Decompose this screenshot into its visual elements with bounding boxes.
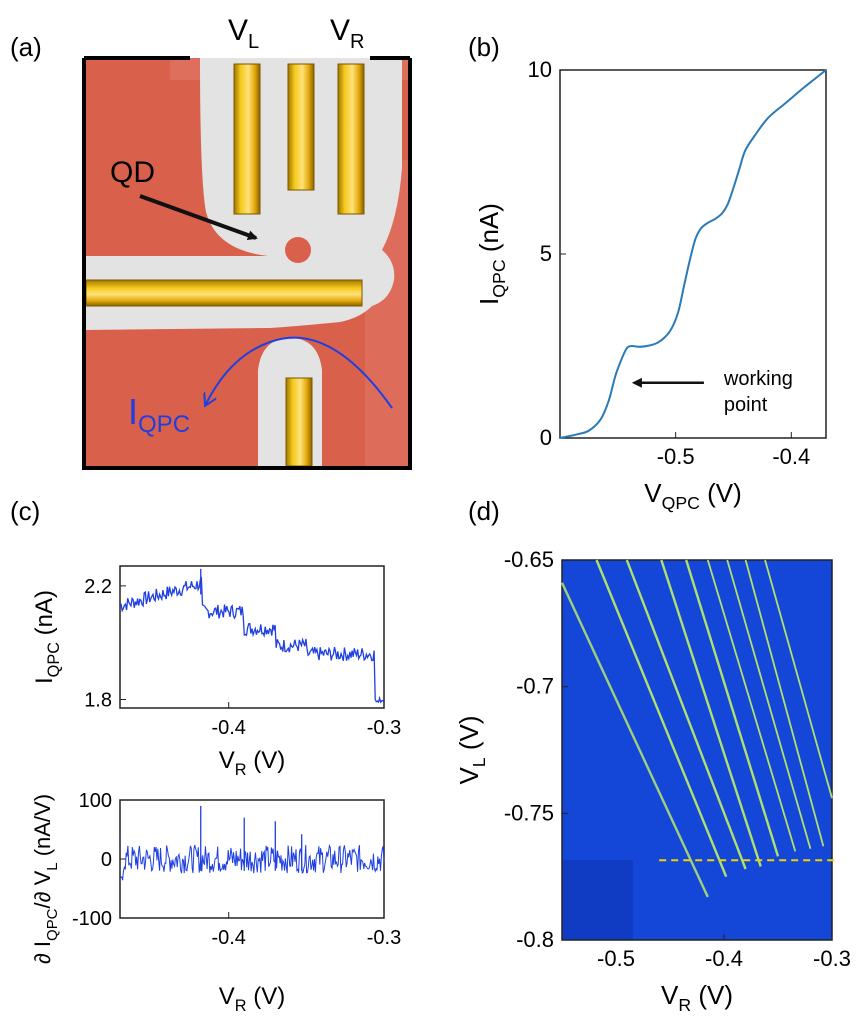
d-x-label-base: V <box>661 980 679 1010</box>
x-tick-label: -0.5 <box>597 946 635 971</box>
c-bottom-y-label: ∂ IQPC/∂ VL (nA/V) <box>30 794 61 964</box>
plot-frame <box>119 565 385 709</box>
y-tick-label: 10 <box>528 57 552 82</box>
c-top-x-label-base: V <box>219 747 235 774</box>
gate-plunger <box>287 63 315 191</box>
working-point-label-1: working <box>723 368 793 390</box>
heatmap-shadow <box>563 860 633 939</box>
charge-transition-line <box>685 559 780 857</box>
panel-d: (d) -0.5 -0.4 -0.3-0.65-0.7-0.75-0.8VR (V)… <box>454 496 851 1015</box>
c-top-y-label-sub: QPC <box>45 642 63 678</box>
y-tick-label: -0.65 <box>504 547 554 572</box>
c-bottom-x-label-sub: R <box>235 997 247 1015</box>
derivative-trace <box>119 843 385 881</box>
y-axis-label-base: I <box>474 298 504 305</box>
charge-transition-line <box>595 559 728 878</box>
c-bottom-y-label-sub2: L <box>44 862 61 870</box>
x-tick-label: -0.4 <box>211 717 245 739</box>
x-axis-label-unit: (V) <box>700 478 742 508</box>
chart-c-top: -0.4 -0.3 1.8 2.2 VR (V) IQPC (nA) <box>31 565 401 779</box>
y-tick-label: -0.7 <box>516 674 554 699</box>
d-y-label-sub: L <box>469 757 489 767</box>
c-bottom-x-label: VR (V) <box>219 983 285 1015</box>
panel-a-label: (a) <box>10 32 42 62</box>
charge-transition-line <box>726 559 812 850</box>
d-y-label-base: V <box>454 767 484 785</box>
charge-transition-line <box>625 559 747 870</box>
current-trace <box>119 576 385 704</box>
current-path-arrow <box>206 336 393 409</box>
gate-left <box>233 63 261 215</box>
c-bottom-x-label-base: V <box>219 983 235 1010</box>
x-tick-label: -0.4 <box>211 927 245 949</box>
y-axis-label-sub: QPC <box>489 259 509 298</box>
charge-transition-line <box>744 559 825 847</box>
gate-qpc <box>285 377 313 467</box>
c-bottom-y-label-unit: (nA/V) <box>30 794 55 862</box>
gate-horizontal <box>85 279 363 307</box>
x-tick-label: -0.4 <box>705 946 743 971</box>
c-top-x-label: VR (V) <box>219 747 285 779</box>
c-top-y-label: IQPC (nA) <box>31 590 63 684</box>
gate-label-left: VL <box>228 14 259 53</box>
charge-transition-line <box>560 582 709 898</box>
device-frame <box>82 58 412 470</box>
y-tick-label: 1.8 <box>84 689 112 711</box>
y-tick-label: -0.75 <box>504 800 554 825</box>
c-bottom-x-label-unit: (V) <box>247 983 286 1010</box>
gate-label-right: VR <box>330 14 364 53</box>
c-top-y-label-base: I <box>31 677 58 684</box>
y-axis-label: IQPC (nA) <box>474 203 509 305</box>
chart-c-bottom: -0.4 -0.3 -100 0 100 VR (V) ∂ IQPC/∂ VL (nA/V) <box>30 790 401 1015</box>
x-tick-label: -0.5 <box>657 444 695 469</box>
panel-a: (a) VL VR QD IQPC <box>10 14 412 470</box>
chart-d: -0.5 -0.4 -0.3-0.65-0.7-0.75-0.8VR (V)VL (… <box>454 547 851 1015</box>
c-top-x-label-sub: R <box>235 761 247 779</box>
qd-label: QD <box>110 156 155 189</box>
quantum-dot <box>285 237 311 263</box>
iv-curve <box>559 69 827 439</box>
x-axis-label: VQPC (V) <box>644 478 742 513</box>
d-x-label-unit: (V) <box>691 980 733 1010</box>
c-bottom-y-label-sub: QPC <box>44 908 61 941</box>
panel-c-label: (c) <box>10 496 40 526</box>
x-axis-label-sub: QPC <box>662 493 701 513</box>
charge-transition-line <box>706 559 797 852</box>
current-label: IQPC <box>128 391 190 438</box>
y-tick-label: 2.2 <box>84 576 112 598</box>
y-tick-label: 0 <box>101 849 112 871</box>
charge-transition-line <box>764 559 833 799</box>
panel-c: (c) -0.4 -0.31.82.2VR (V)IQPC (nA) -0.4 -0… <box>10 496 401 1015</box>
charge-transition-line <box>660 559 762 867</box>
c-bottom-y-label-base: ∂ I <box>30 941 55 964</box>
x-tick-label: -0.3 <box>813 946 851 971</box>
x-axis-label-base: V <box>644 478 662 508</box>
gate-right <box>337 63 365 215</box>
d-y-label-unit: (V) <box>454 715 484 757</box>
d-x-label: VR (V) <box>661 980 733 1015</box>
c-bottom-y-label-mid: /∂ V <box>30 870 55 908</box>
y-tick-label: 0 <box>540 425 552 450</box>
d-x-label-sub: R <box>678 995 691 1015</box>
y-tick-label: 100 <box>79 790 112 812</box>
c-top-x-label-unit: (V) <box>247 747 286 774</box>
y-tick-label: 5 <box>540 241 552 266</box>
y-tick-label: -0.8 <box>516 927 554 952</box>
x-tick-label: -0.4 <box>772 444 810 469</box>
c-top-y-label-unit: (nA) <box>31 590 58 642</box>
y-axis-label-unit: (nA) <box>474 203 504 259</box>
working-point-label-2: point <box>724 394 768 416</box>
x-tick-label: -0.3 <box>367 717 401 739</box>
panel-b-label: (b) <box>468 32 500 62</box>
x-tick-label: -0.3 <box>367 927 401 949</box>
d-y-label: VL (V) <box>454 715 489 784</box>
y-tick-label: -100 <box>72 908 112 930</box>
panel-d-label: (d) <box>468 496 500 526</box>
qd-arrow <box>139 194 258 240</box>
